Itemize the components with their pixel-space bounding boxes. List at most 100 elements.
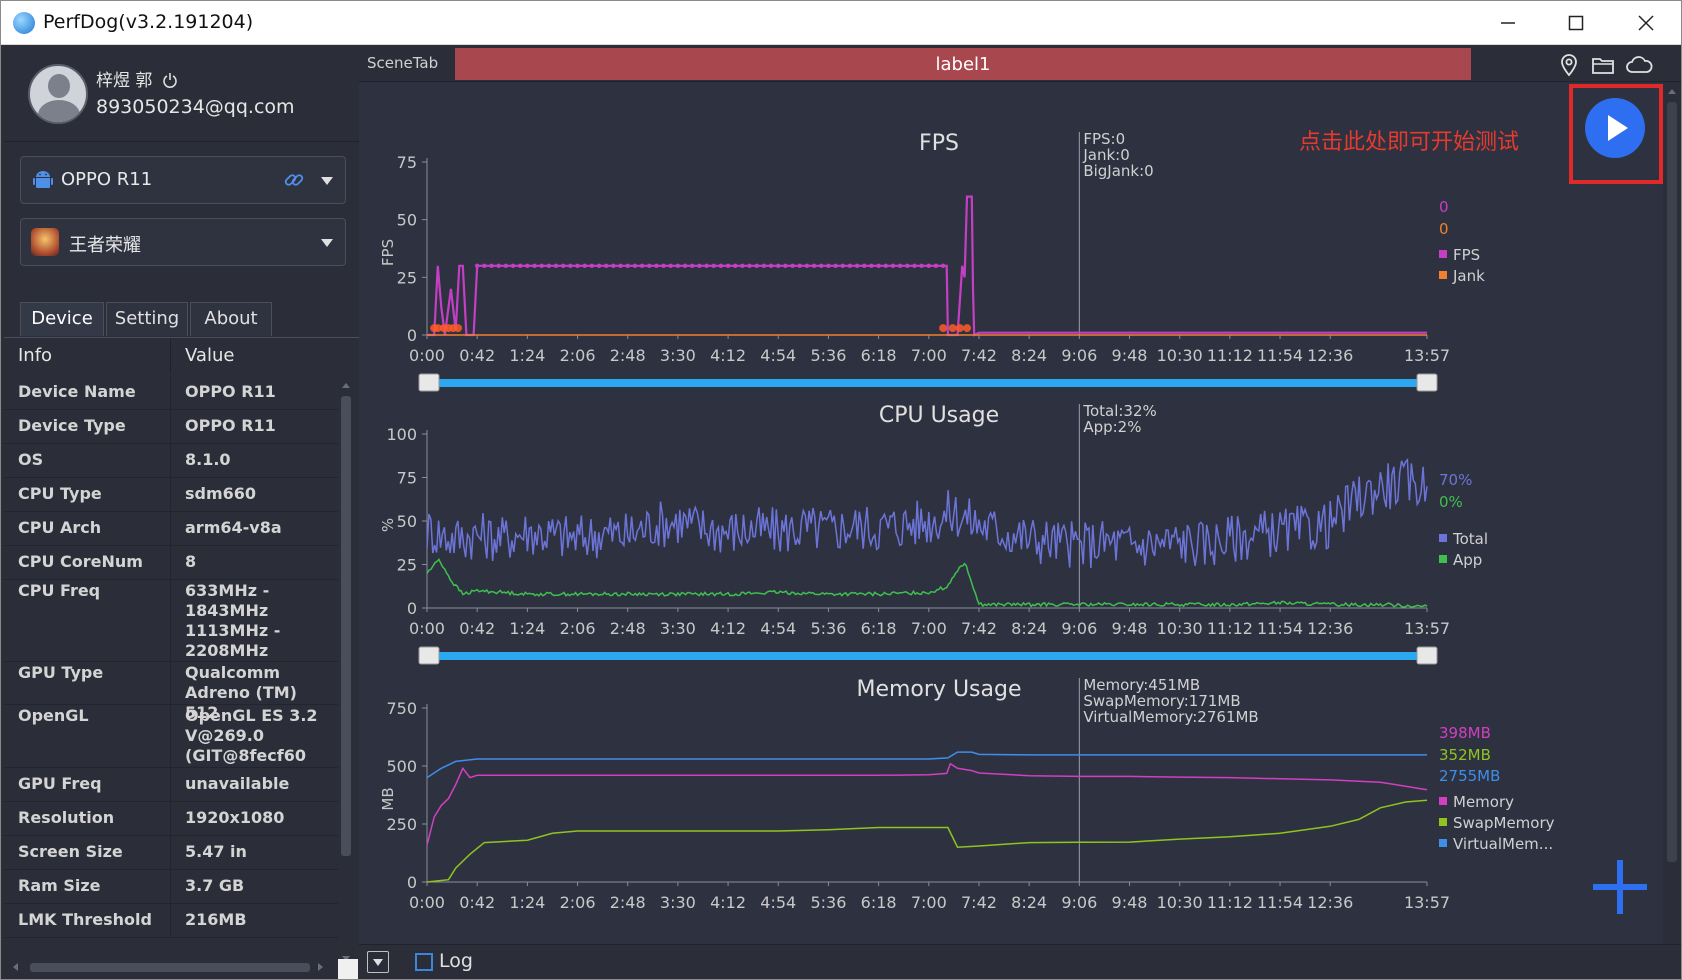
scroll-up-icon[interactable]	[338, 378, 354, 392]
table-row[interactable]: GPU Freq unavailable	[4, 767, 339, 802]
fps-point	[668, 263, 673, 268]
avatar[interactable]	[28, 64, 88, 124]
scrollbar-thumb[interactable]	[341, 396, 351, 856]
info-table-scrollbar[interactable]	[338, 376, 354, 968]
y-tick-label: 0	[407, 599, 417, 618]
range-slider-right-handle[interactable]	[1416, 646, 1438, 665]
fps-point	[474, 263, 480, 268]
device-select[interactable]: OPPO R11	[20, 156, 346, 204]
table-row[interactable]: Resolution 1920x1080	[4, 801, 339, 836]
fps-point	[575, 263, 580, 268]
cloud-icon[interactable]	[1625, 53, 1655, 77]
cursor-tooltip: Jank:0	[1082, 146, 1129, 164]
table-row[interactable]: LMK Threshold 216MB	[4, 903, 339, 938]
hscrollbar-thumb[interactable]	[30, 963, 310, 972]
table-row[interactable]: Screen Size 5.47 in	[4, 835, 339, 870]
table-row[interactable]: OpenGL OpenGL ES 3.2 V@269.0 (GIT@8fecf60	[4, 705, 339, 768]
cursor-tooltip: BigJank:0	[1083, 162, 1153, 180]
fps-point	[690, 263, 695, 268]
table-row[interactable]: CPU Type sdm660	[4, 478, 339, 512]
x-tick-label: 7:00	[911, 346, 947, 365]
main-scrollbar[interactable]	[1663, 82, 1681, 977]
fps-point	[740, 263, 745, 268]
value-column-header: Value	[185, 345, 235, 366]
table-row[interactable]: CPU Freq 633MHz - 1843MHz 1113MHz - 2208M…	[4, 580, 339, 662]
start-test-button[interactable]	[1585, 98, 1645, 158]
range-slider-track[interactable]	[437, 379, 1427, 387]
app-select[interactable]: 王者荣耀	[20, 218, 346, 266]
x-tick-label: 9:48	[1112, 619, 1148, 638]
fps-point	[797, 263, 802, 268]
x-tick-label: 5:36	[810, 346, 846, 365]
table-row[interactable]: GPU Type Qualcomm Adreno (TM) 512	[4, 662, 339, 722]
legend-swatch	[1439, 534, 1447, 542]
column-divider	[170, 410, 171, 443]
user-info: 梓煜 郭 893050234@qq.com	[4, 46, 359, 142]
legend-label: Total	[1452, 530, 1488, 548]
table-row[interactable]: OS 8.1.0	[4, 444, 339, 478]
x-tick-label: 10:30	[1157, 893, 1203, 912]
scroll-down-icon[interactable]	[338, 952, 354, 966]
table-row[interactable]: CPU CoreNum 8	[4, 546, 339, 580]
scroll-up-icon[interactable]	[1663, 84, 1681, 98]
scene-label-bar[interactable]: label1	[455, 48, 1471, 80]
table-row[interactable]: Ram Size 3.7 GB	[4, 869, 339, 904]
fps-point	[482, 263, 487, 268]
x-tick-label: 4:12	[710, 619, 746, 638]
range-slider-left-handle[interactable]	[418, 373, 440, 392]
cursor-tooltip: Memory:451MB	[1083, 676, 1200, 694]
x-tick-label: 9:48	[1112, 893, 1148, 912]
expand-dropdown-button[interactable]	[367, 951, 389, 973]
maximize-button[interactable]	[1541, 1, 1611, 45]
tab-about[interactable]: About	[190, 302, 272, 336]
x-tick-label: 11:54	[1257, 346, 1303, 365]
x-tick-label: 10:30	[1157, 619, 1203, 638]
game-app-icon	[31, 228, 59, 256]
table-row[interactable]: Device Name OPPO R11	[4, 376, 339, 410]
fps-point	[625, 263, 630, 268]
fps-point	[869, 263, 874, 268]
scroll-right-icon[interactable]	[314, 959, 328, 975]
scene-tab-label: SceneTab	[367, 54, 439, 72]
link-icon[interactable]	[283, 169, 305, 191]
user-name: 梓煜 郭	[96, 66, 178, 91]
fps-point	[582, 263, 587, 268]
x-tick-label: 7:00	[911, 893, 947, 912]
add-chart-button[interactable]	[1593, 860, 1647, 914]
location-icon[interactable]	[1557, 53, 1581, 77]
fps-point	[912, 263, 917, 268]
y-tick-label: 75	[397, 469, 417, 488]
info-value: 8	[185, 552, 197, 571]
info-table-hscrollbar[interactable]	[4, 958, 334, 976]
x-tick-label: 7:42	[961, 346, 997, 365]
fps-point	[876, 263, 881, 268]
x-tick-label: 9:06	[1061, 893, 1097, 912]
range-slider-track[interactable]	[437, 652, 1427, 660]
legend-swatch	[1439, 555, 1447, 563]
table-row[interactable]: CPU Arch arm64-v8a	[4, 512, 339, 546]
x-tick-label: 7:42	[961, 619, 997, 638]
main-scrollbar-thumb[interactable]	[1667, 102, 1677, 862]
log-checkbox[interactable]	[415, 953, 433, 971]
tab-device[interactable]: Device	[20, 302, 104, 336]
minimize-button[interactable]	[1473, 1, 1543, 45]
close-button[interactable]	[1611, 1, 1681, 45]
scroll-left-icon[interactable]	[8, 959, 22, 975]
fps-point	[790, 263, 795, 268]
range-slider-right-handle[interactable]	[1416, 373, 1438, 392]
info-value: 8.1.0	[185, 450, 231, 469]
fps-point	[840, 263, 845, 268]
folder-icon[interactable]	[1591, 53, 1615, 77]
x-tick-label: 8:24	[1011, 346, 1047, 365]
fps-point	[639, 263, 645, 268]
fps-point	[618, 263, 623, 268]
y-axis-label: MB	[379, 787, 397, 810]
tab-setting[interactable]: Setting	[106, 302, 188, 336]
table-row[interactable]: Device Type OPPO R11	[4, 410, 339, 444]
power-icon[interactable]	[162, 72, 178, 88]
range-slider-left-handle[interactable]	[418, 646, 440, 665]
info-key: CPU Freq	[18, 581, 101, 600]
info-value: 216MB	[185, 909, 247, 929]
x-tick-label: 12:36	[1307, 346, 1353, 365]
